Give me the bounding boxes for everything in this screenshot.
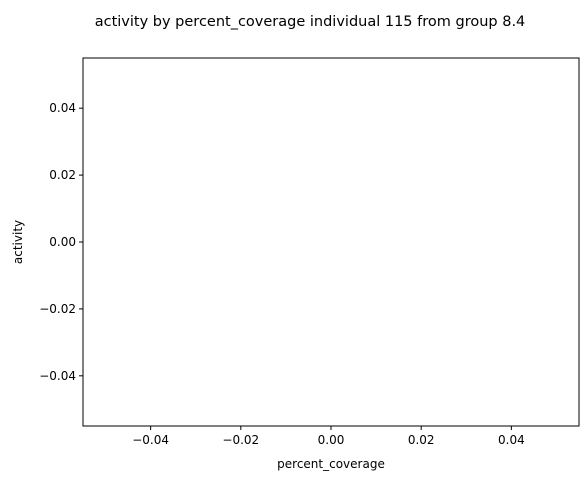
y-tick-label: 0.00 <box>49 235 76 249</box>
x-axis-label: percent_coverage <box>277 457 385 471</box>
y-axis-ticks: −0.04 −0.02 0.00 0.02 0.04 <box>39 101 83 383</box>
x-tick-label: 0.02 <box>408 433 435 447</box>
y-tick-label: 0.04 <box>49 101 76 115</box>
x-tick-label: −0.02 <box>222 433 259 447</box>
y-tick-label: −0.04 <box>39 369 76 383</box>
chart-title: activity by percent_coverage individual … <box>95 14 526 30</box>
y-tick-label: 0.02 <box>49 168 76 182</box>
plot-area <box>82 57 580 427</box>
x-tick-label: −0.04 <box>132 433 169 447</box>
y-axis-label: activity <box>11 220 25 264</box>
x-axis-ticks: −0.04 −0.02 0.00 0.02 0.04 <box>132 426 525 447</box>
x-tick-label: 0.04 <box>498 433 525 447</box>
x-tick-label: 0.00 <box>318 433 345 447</box>
y-tick-label: −0.02 <box>39 302 76 316</box>
